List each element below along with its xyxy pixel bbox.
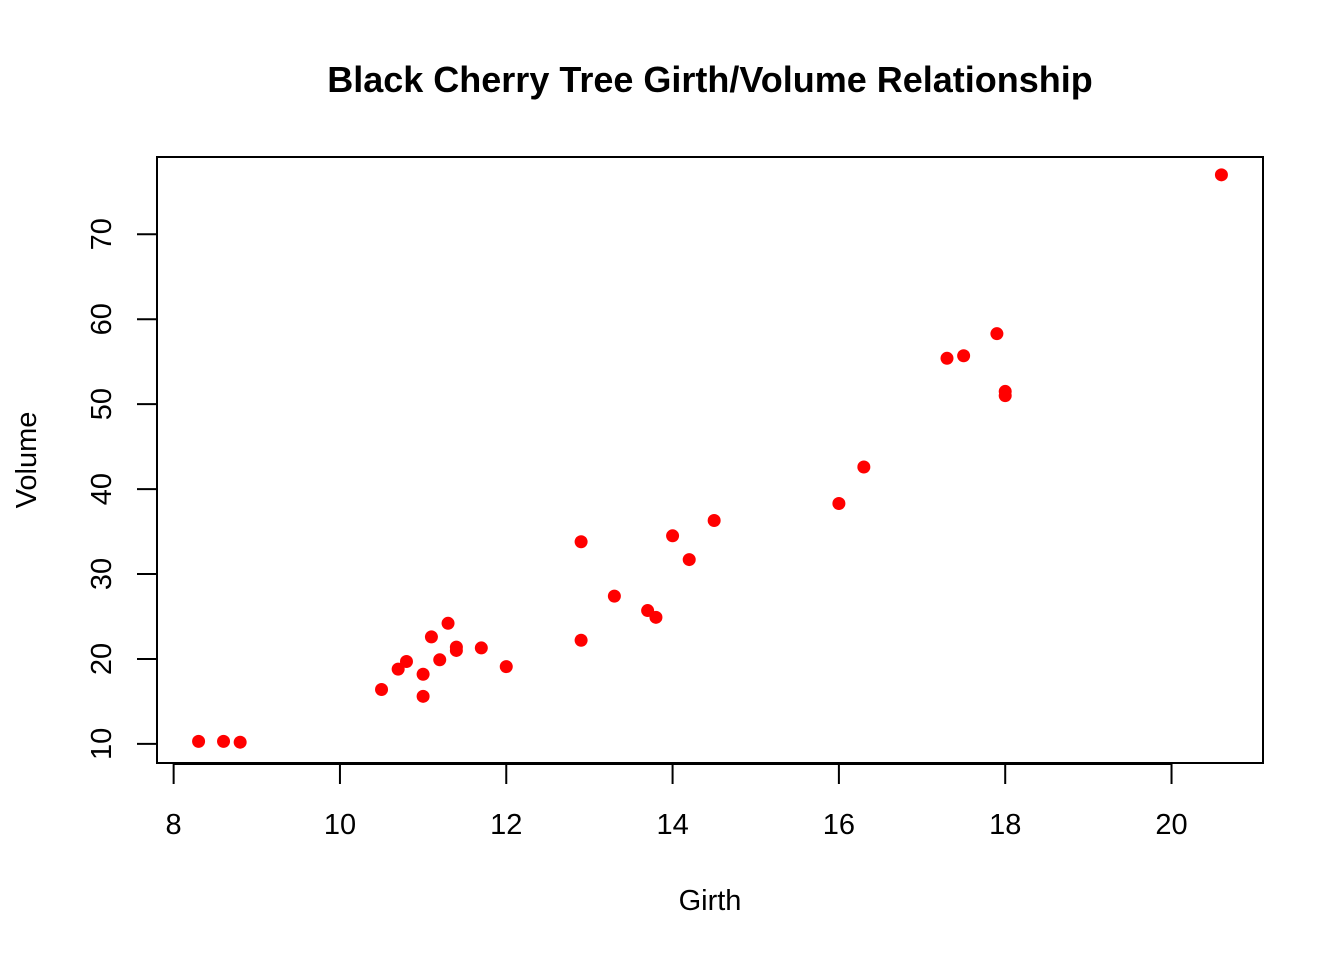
y-tick-label: 20 — [86, 643, 118, 675]
y-tick-label: 30 — [86, 558, 118, 590]
data-point — [832, 497, 846, 511]
data-point — [441, 616, 455, 630]
data-point — [233, 735, 247, 749]
data-point — [1214, 168, 1228, 182]
x-tick-label: 12 — [490, 809, 522, 841]
data-point — [857, 460, 871, 474]
x-tick-label: 18 — [989, 809, 1021, 841]
data-point — [399, 655, 413, 669]
y-tick-label: 70 — [86, 218, 118, 250]
data-point — [449, 640, 463, 654]
data-point — [424, 630, 438, 644]
data-point — [940, 351, 954, 365]
chart-title: Black Cherry Tree Girth/Volume Relations… — [327, 59, 1093, 100]
data-point — [416, 689, 430, 703]
y-axis-label: Volume — [11, 412, 43, 509]
data-point — [607, 589, 621, 603]
data-point — [998, 389, 1012, 403]
data-point — [375, 683, 389, 697]
plot-area-border — [156, 156, 1264, 764]
data-point — [682, 553, 696, 567]
data-point — [666, 529, 680, 543]
x-tick-label: 10 — [324, 809, 356, 841]
data-point — [574, 633, 588, 647]
data-points — [192, 168, 1228, 749]
y-tick-label: 10 — [86, 728, 118, 760]
data-point — [217, 734, 231, 748]
y-axis: 10 20 30 40 50 60 70 — [86, 218, 158, 760]
data-point — [957, 349, 971, 363]
y-tick-label: 50 — [86, 388, 118, 420]
y-tick-label: 60 — [86, 303, 118, 335]
x-tick-label: 14 — [656, 809, 688, 841]
x-tick-label: 20 — [1155, 809, 1187, 841]
data-point — [990, 327, 1004, 341]
data-point — [649, 610, 663, 624]
y-tick-label: 40 — [86, 473, 118, 505]
data-point — [499, 660, 513, 674]
x-axis: 8 10 12 14 16 18 20 — [166, 763, 1188, 841]
data-point — [192, 734, 206, 748]
data-point — [433, 653, 447, 667]
data-point — [574, 535, 588, 549]
x-axis-label: Girth — [679, 885, 742, 917]
data-point — [416, 667, 430, 681]
x-tick-label: 8 — [166, 809, 182, 841]
data-point — [707, 514, 721, 528]
data-point — [474, 641, 488, 655]
data-point — [391, 662, 405, 676]
x-tick-label: 16 — [823, 809, 855, 841]
